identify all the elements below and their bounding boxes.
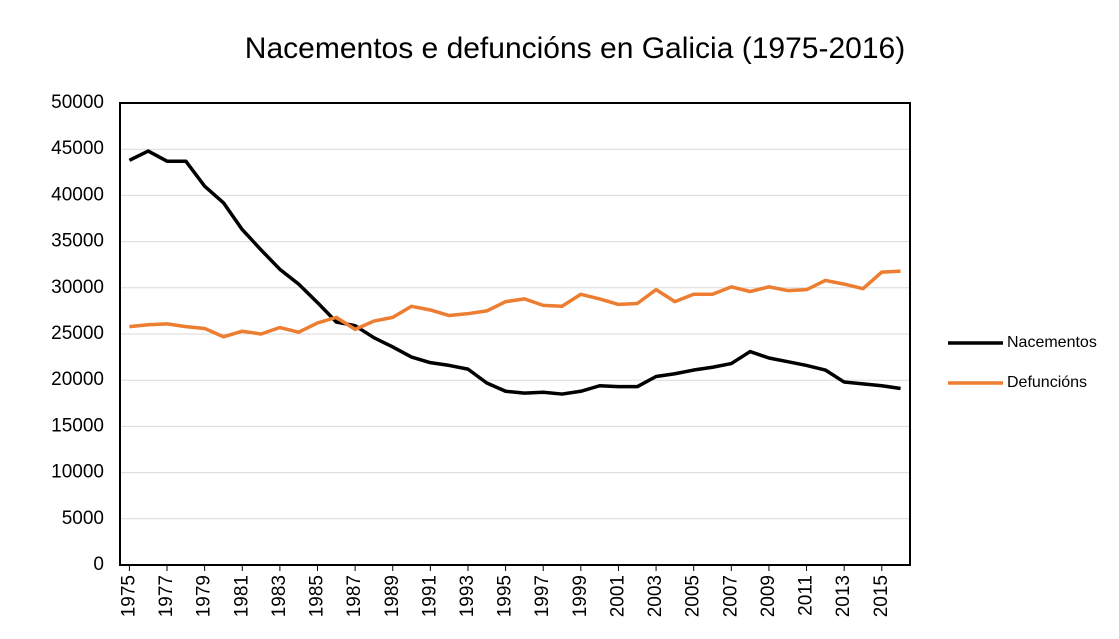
x-tick-label: 2011 — [796, 575, 817, 616]
x-tick-label: 2013 — [833, 575, 854, 617]
x-tick-label: 1993 — [457, 575, 478, 617]
y-tick-label: 15000 — [51, 415, 104, 436]
legend-label: Defuncións — [1007, 374, 1087, 391]
series-line — [128, 149, 901, 396]
y-tick-label: 10000 — [51, 462, 104, 483]
plot-frame — [119, 102, 911, 566]
x-tick-label: 1981 — [231, 575, 252, 617]
x-tick-label: 1997 — [532, 575, 553, 617]
x-tick-label: 2003 — [645, 575, 666, 617]
series-line — [129, 269, 901, 339]
x-tick-label: 1979 — [194, 575, 215, 617]
y-tick-label: 45000 — [51, 138, 104, 159]
y-tick-label: 25000 — [51, 323, 104, 344]
y-tick-label: 5000 — [62, 508, 104, 529]
y-tick-label: 30000 — [51, 277, 104, 298]
x-tick-label: 2007 — [720, 575, 741, 617]
x-tick-label: 2005 — [683, 575, 704, 617]
x-tick-label: 1989 — [382, 575, 403, 617]
chart-title: Nacementos e defuncións en Galicia (1975… — [245, 32, 905, 65]
x-tick-label: 2001 — [607, 575, 628, 617]
legend-label: Nacementos — [1007, 334, 1097, 351]
x-tick-label: 1991 — [419, 575, 440, 617]
x-tick-label: 1995 — [495, 575, 516, 617]
y-tick-label: 35000 — [51, 231, 104, 252]
y-tick-label: 50000 — [51, 92, 104, 113]
x-tick-label: 1983 — [269, 575, 290, 617]
x-tick-label: 2015 — [871, 575, 892, 617]
x-tick-label: 1987 — [344, 575, 365, 617]
y-tick-label: 20000 — [51, 369, 104, 390]
y-tick-label: 0 — [93, 554, 104, 575]
x-tick-label: 1977 — [156, 575, 177, 617]
x-tick-label: 1975 — [118, 575, 139, 617]
x-tick-label: 1999 — [570, 575, 591, 617]
x-tick-label: 1985 — [307, 575, 328, 617]
x-tick-label: 2009 — [758, 575, 779, 617]
y-tick-label: 40000 — [51, 184, 104, 205]
